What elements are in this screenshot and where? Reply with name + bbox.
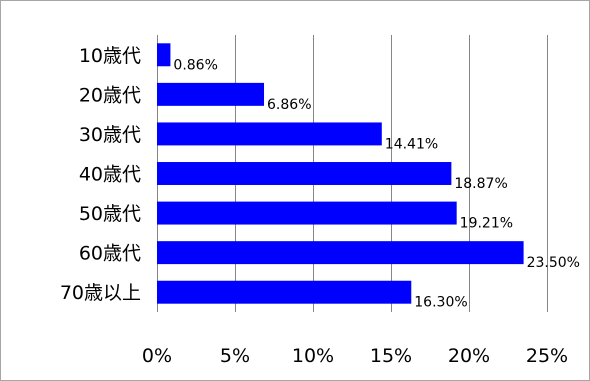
category-label: 30歳代 [79, 124, 141, 146]
x-tick-label: 5% [220, 345, 250, 367]
bar [157, 280, 412, 304]
category-labels: 10歳代 20歳代 30歳代 40歳代 50歳代 60歳代 70歳以上 [60, 45, 141, 304]
category-label: 50歳代 [79, 203, 141, 225]
data-label: 23.50% [527, 255, 580, 271]
category-label: 10歳代 [79, 45, 141, 67]
category-label: 40歳代 [79, 164, 141, 186]
data-label: 16.30% [414, 295, 467, 311]
bar [157, 201, 457, 225]
category-label: 70歳以上 [60, 282, 141, 304]
data-labels: 0.86% 6.86% 14.41% 18.87% 19.21% 23.50% 16.30% [173, 57, 580, 310]
bar [157, 162, 452, 185]
bar [157, 122, 382, 146]
x-tick-label: 10% [292, 345, 334, 367]
category-label: 20歳代 [79, 84, 141, 106]
bar [157, 82, 265, 106]
x-tick-label: 0% [142, 345, 172, 367]
x-tick-label: 25% [526, 345, 568, 367]
bar [157, 43, 171, 67]
data-label: 19.21% [460, 216, 513, 232]
x-tick-labels: 0% 5% 10% 15% 20% 25% [142, 345, 568, 367]
gridlines [157, 35, 548, 312]
bar [157, 241, 524, 265]
x-tick-label: 20% [448, 345, 490, 367]
x-tick-label: 15% [370, 345, 412, 367]
data-label: 18.87% [454, 176, 507, 192]
bars [157, 43, 524, 304]
data-label: 6.86% [267, 97, 311, 113]
data-label: 0.86% [173, 57, 217, 73]
data-label: 14.41% [385, 136, 438, 152]
category-label: 60歳代 [79, 243, 141, 265]
